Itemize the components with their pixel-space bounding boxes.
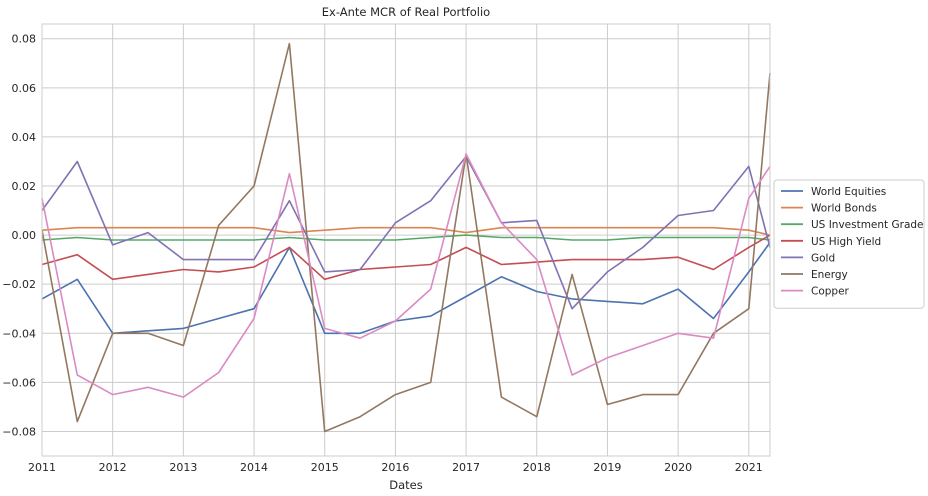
series-line (41, 155, 771, 310)
series-line (41, 242, 771, 335)
y-tick-label: 0.00 (12, 229, 37, 242)
legend-label: Copper (811, 286, 850, 298)
legend-label: US High Yield (811, 236, 881, 248)
plot-frame (41, 23, 771, 457)
x-tick-label: 2018 (523, 461, 551, 474)
x-tick-label: 2019 (593, 461, 621, 474)
y-tick-label: −0.04 (2, 327, 36, 340)
series-line (41, 234, 771, 281)
x-tick-label: 2012 (99, 461, 127, 474)
x-tick-label: 2017 (452, 461, 480, 474)
chart-title: Ex-Ante MCR of Real Portfolio (322, 5, 490, 19)
y-tick-label: 0.06 (12, 82, 37, 95)
x-tick-label: 2016 (381, 461, 409, 474)
legend-label: US Investment Grade (811, 219, 924, 231)
series-line (41, 226, 771, 236)
legend-label: Gold (811, 252, 835, 264)
legend-box (773, 179, 925, 309)
y-tick-label: 0.08 (12, 33, 37, 46)
series-line (41, 153, 771, 398)
x-axis-label: Dates (389, 478, 422, 492)
y-tick-label: −0.08 (2, 425, 36, 438)
y-tick-label: −0.06 (2, 376, 36, 389)
y-tick-label: −0.02 (2, 278, 36, 291)
legend-label: Energy (811, 269, 848, 281)
x-tick-label: 2014 (240, 461, 268, 474)
x-tick-label: 2020 (664, 461, 692, 474)
series-line (41, 234, 771, 241)
grid-layer (41, 24, 770, 456)
axis-layer: 2011 2012 2013 2014 2015 2016 2017 2018 2019 2020… (2, 33, 763, 474)
y-tick-label: 0.04 (12, 131, 37, 144)
series-line (41, 42, 771, 433)
x-tick-label: 2013 (169, 461, 197, 474)
y-tick-label: 0.02 (12, 180, 37, 193)
legend: World Equities World Bonds US Investment G… (773, 179, 925, 309)
x-tick-label: 2021 (735, 461, 763, 474)
x-tick-label: 2011 (28, 461, 56, 474)
legend-label: World Bonds (811, 203, 877, 215)
legend-label: World Equities (811, 186, 886, 198)
series-layer (41, 42, 771, 433)
x-tick-label: 2015 (311, 461, 339, 474)
